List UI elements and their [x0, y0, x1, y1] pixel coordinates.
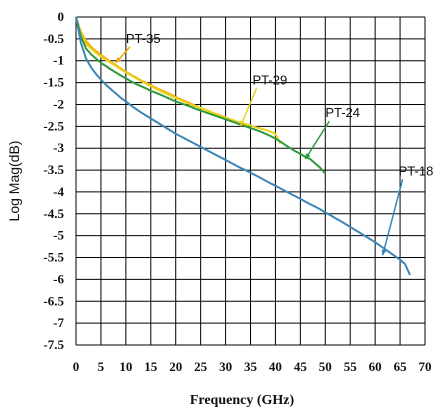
y-tick-labels: 0 -0.5 -1 -1.5 -2 -2.5 -3 -3.5 -4 -4.5 -5 -5.5 -6 -6.…	[43, 9, 64, 352]
annotation-leader	[381, 179, 404, 256]
y-tick-label: -6.5	[43, 293, 64, 308]
annotation-arrowhead	[115, 57, 122, 63]
y-tick-label: -5	[53, 228, 64, 243]
y-tick-label: -4	[53, 184, 64, 199]
x-tick-label: 60	[369, 359, 382, 374]
y-tick-label: -7	[53, 315, 64, 330]
y-tick-label: -3.5	[43, 162, 64, 177]
annotation-arrowhead	[240, 120, 246, 127]
x-tick-label: 65	[394, 359, 408, 374]
y-tick-label: -4.5	[43, 206, 64, 221]
annotation-layer: PT-35 PT-29 PT-24 PT-18	[115, 31, 433, 256]
y-axis-label: Log Mag(dB)	[6, 141, 22, 222]
x-tick-label: 0	[73, 359, 80, 374]
x-axis-label: Frequency (GHz)	[190, 393, 295, 408]
y-tick-label: -3	[53, 140, 64, 155]
annotation-label-pt-35: PT-35	[126, 31, 161, 46]
x-tick-label: 45	[294, 359, 308, 374]
x-tick-label: 40	[269, 359, 282, 374]
series-line-pt-24	[75, 16, 327, 175]
annotation-label-pt-18: PT-18	[399, 163, 433, 178]
annotation-arrowhead	[305, 153, 311, 160]
x-tick-label: 50	[319, 359, 332, 374]
y-tick-label: -1.5	[43, 75, 64, 90]
x-tick-label: 20	[169, 359, 182, 374]
annotation-label-pt-29: PT-29	[253, 72, 288, 87]
x-tick-label: 70	[419, 359, 432, 374]
series-layer	[75, 16, 411, 276]
y-tick-label: -2.5	[43, 118, 64, 133]
y-tick-label: -2	[53, 96, 64, 111]
annotation-leader	[239, 88, 258, 127]
grid-lines	[75, 16, 426, 346]
x-tick-label: 35	[244, 359, 258, 374]
x-tick-label: 15	[144, 359, 158, 374]
annotation-leader	[304, 120, 330, 160]
x-tick-labels: 0 5 10 15 20 25 30 35 40 45 50 55 60 65 70	[73, 359, 432, 374]
series-line-pt-18	[75, 16, 411, 276]
x-tick-label: 10	[119, 359, 132, 374]
x-tick-label: 25	[194, 359, 208, 374]
y-tick-label: -1	[53, 53, 64, 68]
x-tick-label: 5	[98, 359, 105, 374]
y-tick-label: -0.5	[43, 31, 64, 46]
y-tick-label: 0	[58, 9, 65, 24]
annotation-arrowhead	[381, 249, 387, 256]
x-tick-label: 30	[219, 359, 232, 374]
x-tick-label: 55	[344, 359, 358, 374]
y-tick-label: -6	[53, 271, 64, 286]
annotation-label-pt-24: PT-24	[325, 105, 360, 120]
y-tick-label: -7.5	[43, 337, 64, 352]
series-line-pt-29	[75, 16, 282, 145]
y-tick-label: -5.5	[43, 250, 64, 265]
